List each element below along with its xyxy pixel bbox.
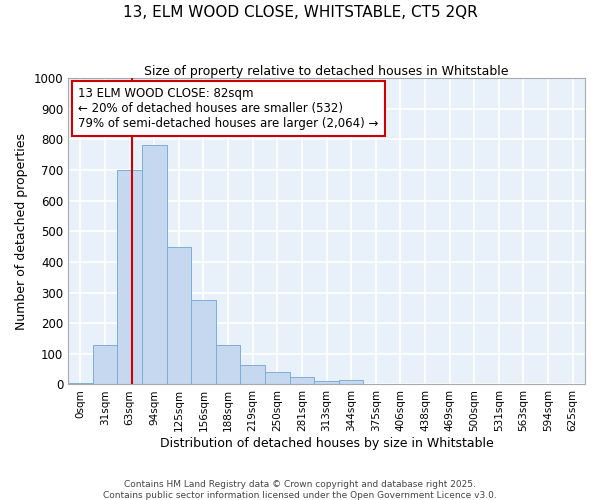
- Y-axis label: Number of detached properties: Number of detached properties: [15, 132, 28, 330]
- Bar: [216, 344, 241, 385]
- Bar: [290, 377, 314, 384]
- Bar: [339, 380, 364, 384]
- Text: 13 ELM WOOD CLOSE: 82sqm
← 20% of detached houses are smaller (532)
79% of semi-: 13 ELM WOOD CLOSE: 82sqm ← 20% of detach…: [79, 87, 379, 130]
- Bar: [265, 372, 290, 384]
- Bar: [241, 364, 265, 384]
- Bar: [314, 382, 339, 384]
- Bar: [142, 146, 167, 384]
- Text: Contains HM Land Registry data © Crown copyright and database right 2025.
Contai: Contains HM Land Registry data © Crown c…: [103, 480, 497, 500]
- Bar: [191, 300, 216, 384]
- X-axis label: Distribution of detached houses by size in Whitstable: Distribution of detached houses by size …: [160, 437, 493, 450]
- Bar: [68, 383, 92, 384]
- Bar: [167, 246, 191, 384]
- Bar: [117, 170, 142, 384]
- Text: 13, ELM WOOD CLOSE, WHITSTABLE, CT5 2QR: 13, ELM WOOD CLOSE, WHITSTABLE, CT5 2QR: [122, 5, 478, 20]
- Bar: [92, 344, 117, 385]
- Title: Size of property relative to detached houses in Whitstable: Size of property relative to detached ho…: [144, 65, 509, 78]
